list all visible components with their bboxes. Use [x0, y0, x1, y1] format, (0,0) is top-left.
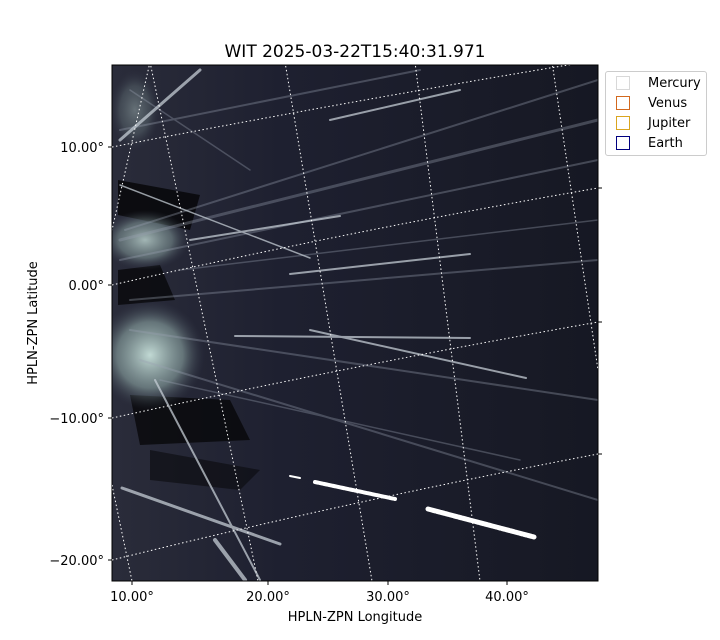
- legend-item-jupiter: Jupiter: [616, 115, 690, 131]
- chart-title: WIT 2025-03-22T15:40:31.971: [225, 42, 486, 62]
- y-tick-label: 10.00°: [60, 141, 104, 156]
- legend-label: Jupiter: [648, 115, 691, 131]
- legend-label: Earth: [648, 135, 683, 151]
- legend-item-mercury: Mercury: [616, 75, 701, 91]
- legend-swatch: [616, 76, 630, 90]
- coordinate-grid: [112, 65, 598, 581]
- plot-frame: [111, 64, 599, 582]
- x-axis-label: HPLN-ZPN Longitude: [288, 610, 423, 625]
- ticks: [108, 146, 602, 585]
- y-tick-label: −20.00°: [49, 554, 104, 569]
- legend-item-earth: Earth: [616, 135, 683, 151]
- legend-label: Mercury: [648, 75, 701, 91]
- grid-lat-10: [112, 65, 571, 148]
- grid-lon-edge: [112, 484, 133, 581]
- tick-labels: 10.00° 20.00° 30.00° 40.00° 10.00° 0.00°…: [49, 141, 528, 605]
- x-tick-label: 20.00°: [246, 590, 290, 605]
- legend: Mercury Venus Jupiter Earth: [605, 71, 707, 156]
- grid-lon-15: [150, 65, 259, 581]
- legend-item-venus: Venus: [616, 95, 687, 111]
- grid-lon-5: [112, 65, 150, 231]
- x-tick-label: 40.00°: [485, 590, 529, 605]
- grid-lat-m20: [112, 453, 598, 561]
- legend-swatch: [616, 96, 630, 110]
- streak-layer: [112, 68, 598, 581]
- legend-swatch: [616, 116, 630, 130]
- y-tick-label: 0.00°: [69, 279, 104, 294]
- grid-lat-0: [112, 187, 598, 286]
- grid-lat-m10: [112, 321, 598, 419]
- plot-area: [111, 64, 599, 582]
- x-tick-label: 10.00°: [110, 590, 154, 605]
- y-axis-label: HPLN-ZPN Latitude: [26, 261, 41, 384]
- x-tick-label: 30.00°: [366, 590, 410, 605]
- legend-swatch: [616, 136, 630, 150]
- y-tick-label: −10.00°: [49, 412, 104, 427]
- legend-label: Venus: [648, 95, 688, 111]
